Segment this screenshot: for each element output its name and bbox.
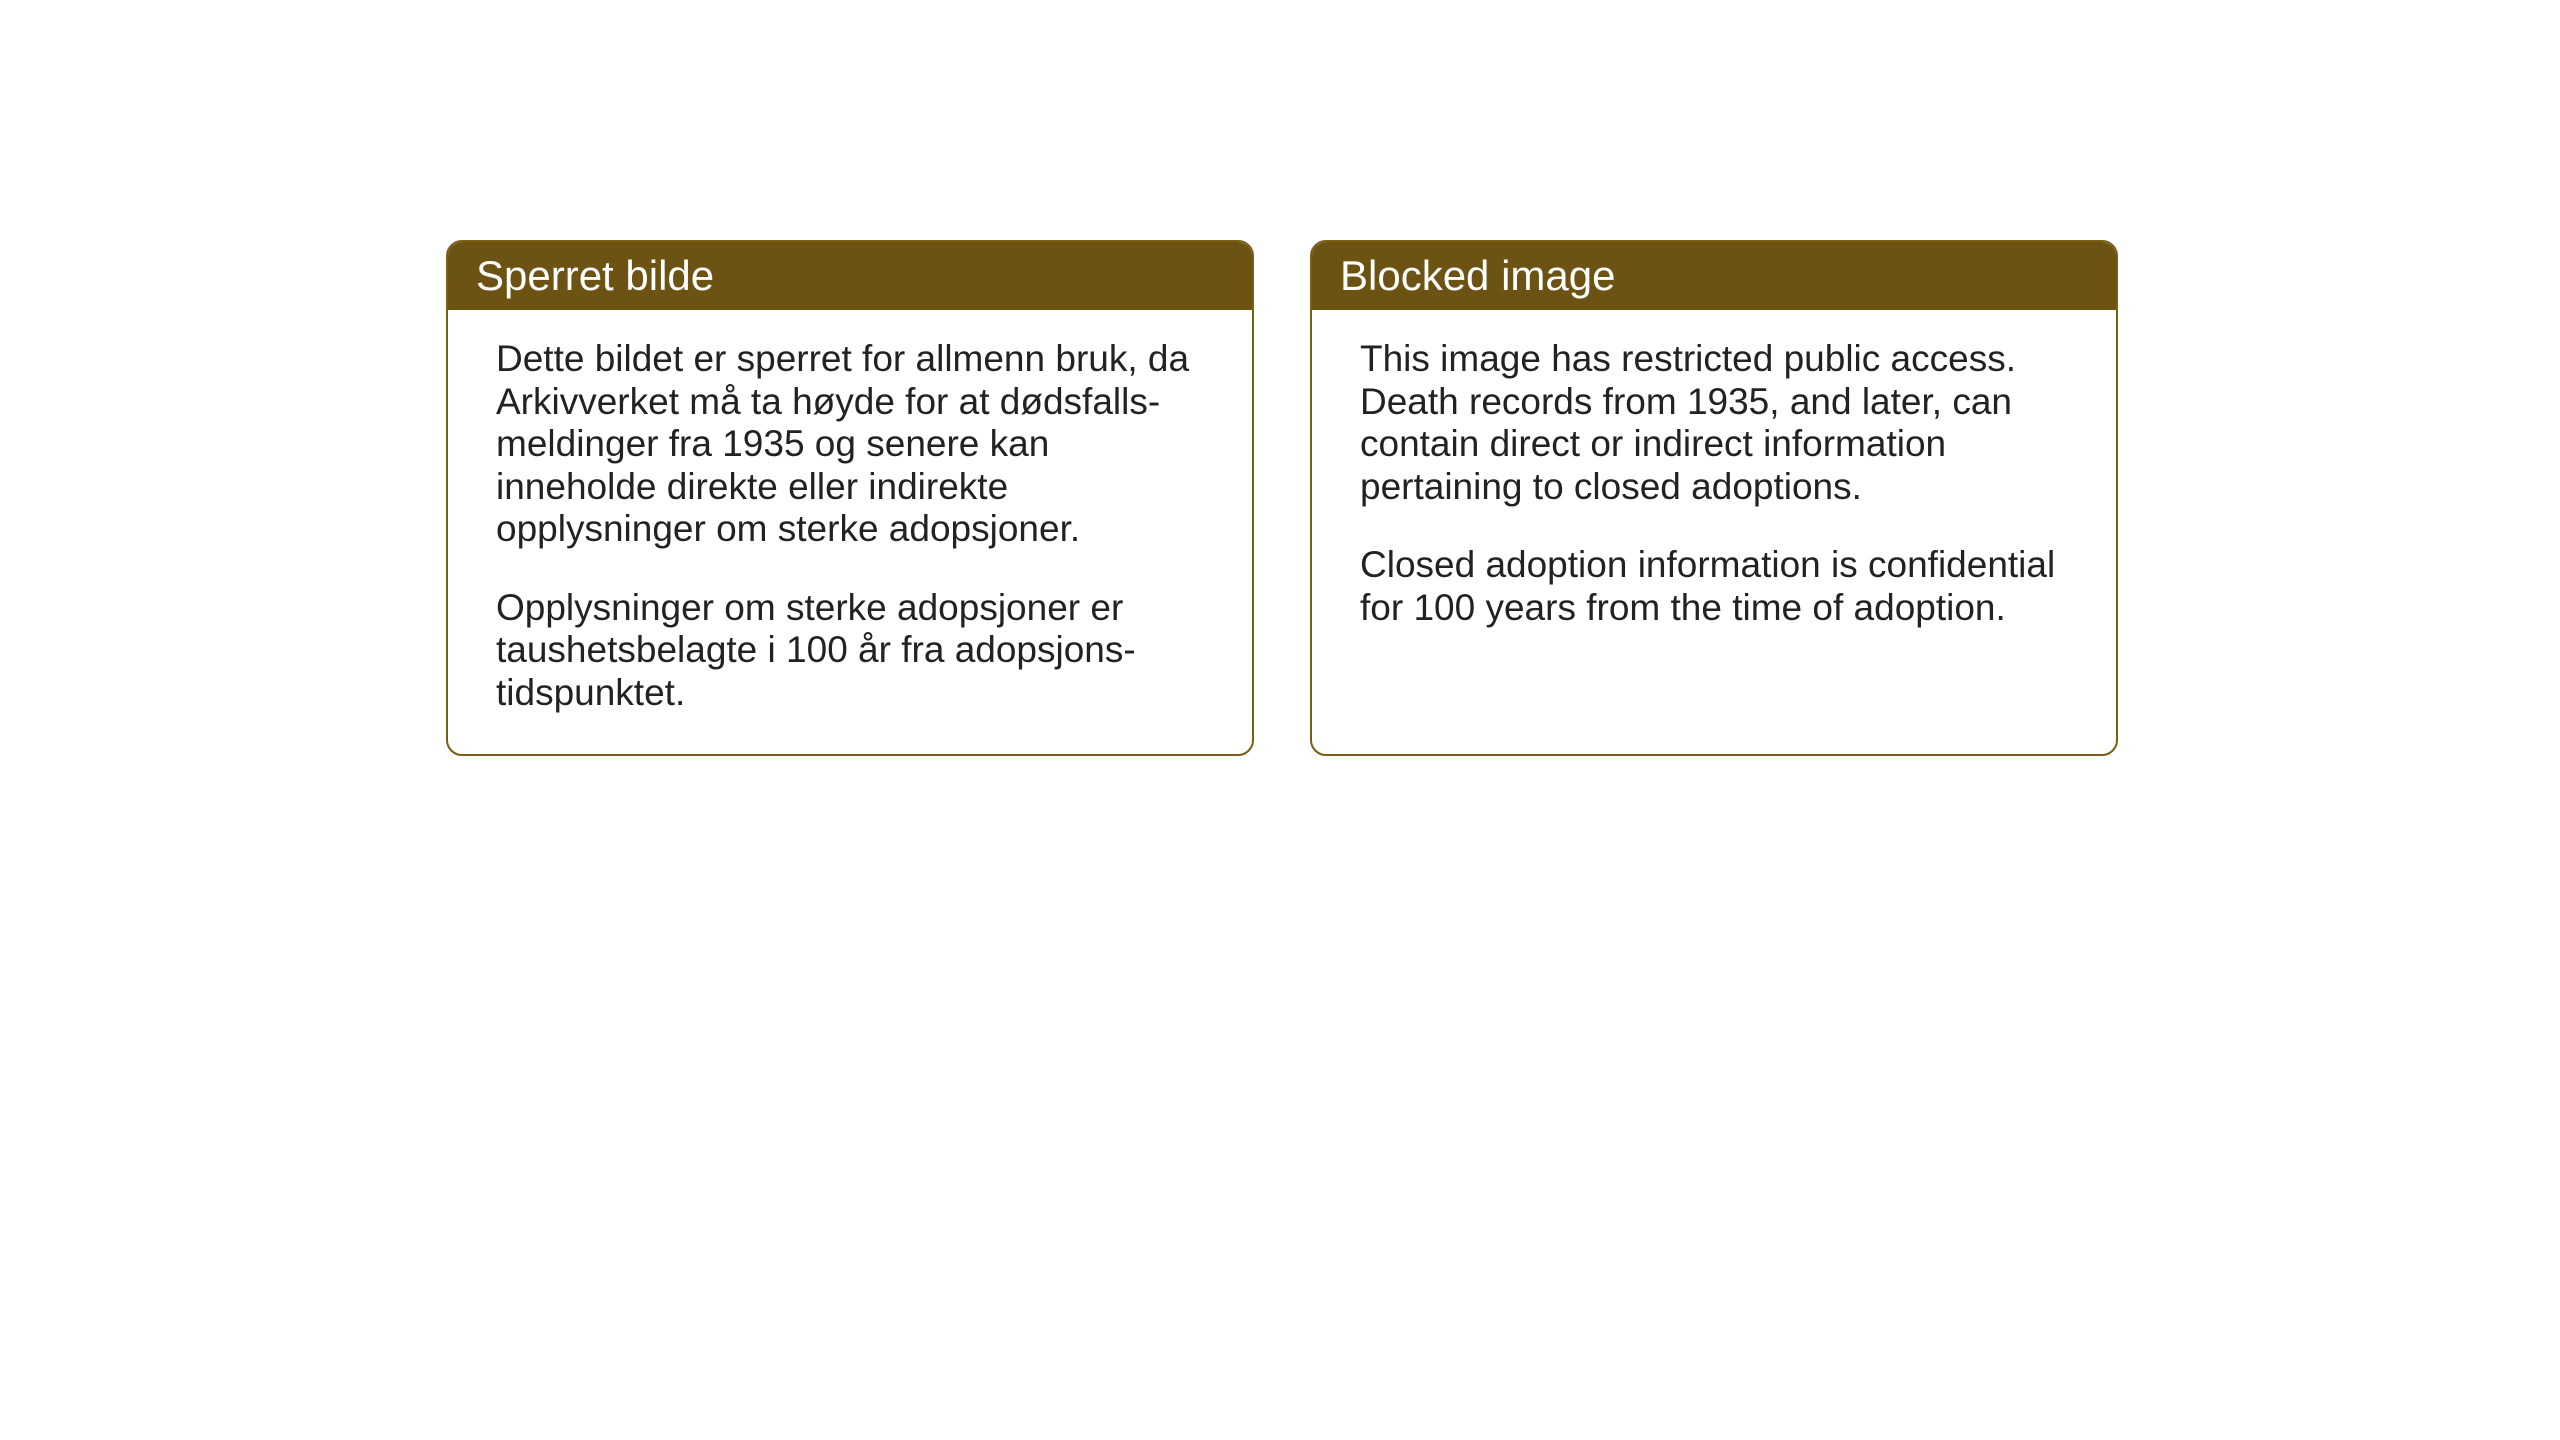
notice-card-norwegian: Sperret bilde Dette bildet er sperret fo… <box>446 240 1254 756</box>
notice-title-english: Blocked image <box>1340 252 1615 299</box>
notice-card-english: Blocked image This image has restricted … <box>1310 240 2118 756</box>
notice-header-english: Blocked image <box>1312 242 2116 310</box>
notice-body-norwegian: Dette bildet er sperret for allmenn bruk… <box>448 310 1252 754</box>
notice-paragraph-2-english: Closed adoption information is confident… <box>1360 544 2068 629</box>
notice-header-norwegian: Sperret bilde <box>448 242 1252 310</box>
notice-body-english: This image has restricted public access.… <box>1312 310 2116 750</box>
notice-paragraph-1-norwegian: Dette bildet er sperret for allmenn bruk… <box>496 338 1204 551</box>
notice-paragraph-1-english: This image has restricted public access.… <box>1360 338 2068 508</box>
notice-paragraph-2-norwegian: Opplysninger om sterke adopsjoner er tau… <box>496 587 1204 715</box>
notice-container: Sperret bilde Dette bildet er sperret fo… <box>446 240 2118 756</box>
notice-title-norwegian: Sperret bilde <box>476 252 714 299</box>
